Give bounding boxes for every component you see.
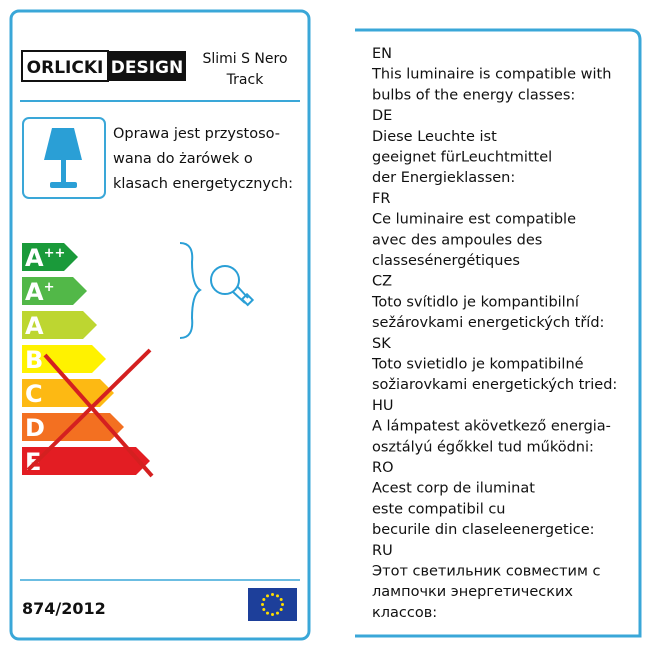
lang-text: geeignet fürLeuchtmittel xyxy=(372,150,552,166)
class-letter: A xyxy=(25,278,44,306)
class-label: A++ xyxy=(25,244,65,272)
star xyxy=(262,598,266,601)
class-label: A xyxy=(25,312,44,340)
lang-code: DE xyxy=(372,108,392,124)
lang-text: classesénergétiques xyxy=(372,253,520,269)
cross-out xyxy=(26,348,154,478)
logo-box xyxy=(21,50,109,82)
lang-text: A lámpatest akövetkező energia- xyxy=(372,419,611,435)
star xyxy=(266,611,269,615)
lang-text: Toto svietidlo je kompatibilné xyxy=(371,357,584,373)
lang-code: SK xyxy=(372,336,391,352)
star xyxy=(279,598,283,601)
class-letter: D xyxy=(25,414,45,442)
left-panel xyxy=(9,9,311,641)
lang-text: Diese Leuchte ist xyxy=(372,129,497,145)
class-arrow xyxy=(22,379,114,407)
lang-text: este compatibil cu xyxy=(372,501,506,517)
lang-text: bulbs of the energy classes: xyxy=(372,87,575,103)
class-arrow xyxy=(22,447,150,475)
regulation: 874/2012 xyxy=(22,599,106,618)
lang-text: Acest corp de iluminat xyxy=(372,481,535,497)
class-arrow xyxy=(22,243,78,271)
lang-code: HU xyxy=(372,398,394,414)
right-panel xyxy=(355,28,642,638)
class-sup: + xyxy=(44,280,55,295)
class-sup: ++ xyxy=(44,246,66,261)
lang-text: avec des ampoules des xyxy=(372,232,542,248)
lamp-box xyxy=(22,117,106,199)
lang-text: osztályú égőkkel tud működni: xyxy=(372,439,594,455)
bulb-icon xyxy=(210,265,255,307)
class-arrow xyxy=(22,311,97,339)
class-label: D xyxy=(25,414,45,442)
lang-code: CZ xyxy=(372,274,392,290)
lang-code: RU xyxy=(372,543,393,559)
lang-text: This luminaire is compatible with xyxy=(371,67,611,83)
lang-text: Ce luminaire est compatible xyxy=(372,212,576,228)
class-label: C xyxy=(25,380,43,408)
star xyxy=(279,608,283,611)
lang-text: sožiarovkami energetických tried: xyxy=(372,377,617,393)
brand: DESIGN xyxy=(111,58,183,78)
eu-stars xyxy=(261,593,284,616)
lang-text: der Energieklassen: xyxy=(372,170,515,186)
class-label: A+ xyxy=(25,278,54,306)
star xyxy=(261,603,264,606)
class-letter: A xyxy=(25,244,44,272)
star xyxy=(276,611,279,615)
class-arrow xyxy=(22,345,106,373)
lang-text: sežárovkami energetických tříd: xyxy=(372,315,604,331)
lang-text: Этот светильник совместим с xyxy=(372,564,601,580)
star xyxy=(271,613,274,616)
compat-text: wana do żarówek o xyxy=(113,151,253,167)
compat-text: Oprawa jest przystoso- xyxy=(113,126,280,142)
eu-flag xyxy=(248,588,297,621)
star xyxy=(262,608,266,611)
compat-text: klasach energetycznych: xyxy=(113,176,293,192)
bracket xyxy=(179,242,202,339)
product: Track xyxy=(226,72,265,88)
star xyxy=(276,594,279,598)
logo-box-dark xyxy=(108,51,186,81)
brand: ORLICKI xyxy=(27,58,104,78)
lang-text: Toto svítidlo je kompantibilní xyxy=(371,294,580,310)
lang-text: лампочки энергетических xyxy=(372,584,573,600)
product: Slimi S Nero xyxy=(202,51,287,67)
lang-code: RO xyxy=(372,460,394,476)
class-arrow xyxy=(22,277,87,305)
star xyxy=(281,603,284,606)
lang-text: классов: xyxy=(372,605,437,621)
star xyxy=(271,593,274,596)
class-label: B xyxy=(25,346,43,374)
lang-text: becurile din claseleenergetice: xyxy=(372,522,595,538)
class-letter: B xyxy=(25,346,43,374)
lang-code: EN xyxy=(372,46,392,62)
lamp-icon xyxy=(44,128,82,188)
class-letter: A xyxy=(25,312,44,340)
class-letter: C xyxy=(25,380,43,408)
lang-code: FR xyxy=(372,191,390,207)
star xyxy=(266,594,269,598)
